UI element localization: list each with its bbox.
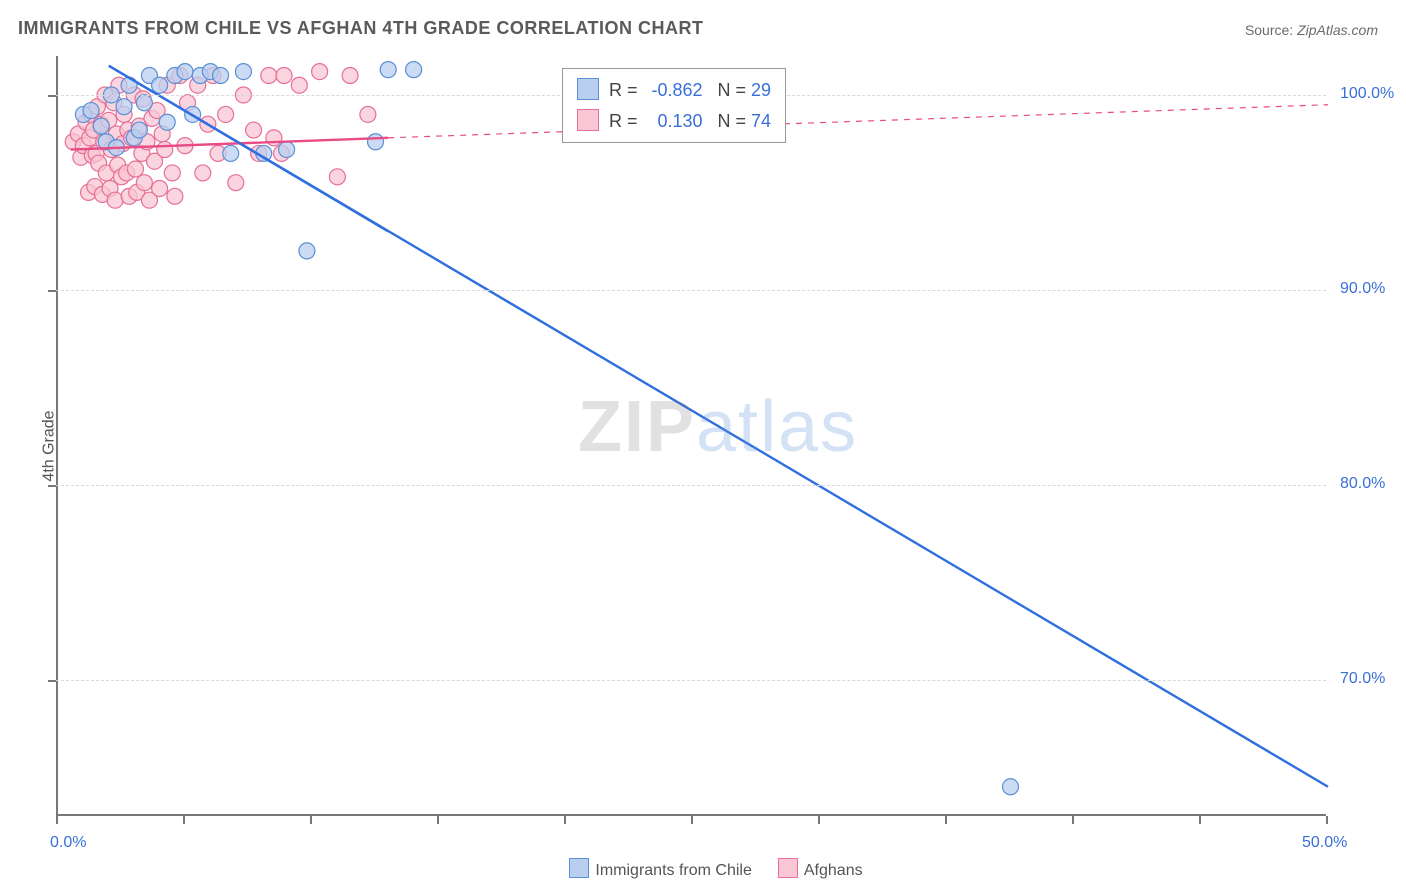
stats-legend-row: R = -0.862 N = 29 (577, 75, 771, 106)
x-tick-mark (56, 816, 58, 824)
scatter-point (116, 99, 132, 115)
legend-label: Afghans (804, 862, 863, 879)
scatter-point (218, 106, 234, 122)
scatter-point (195, 165, 211, 181)
y-tick-mark (48, 680, 56, 682)
scatter-point (261, 67, 277, 83)
scatter-point (312, 64, 328, 80)
scatter-point (342, 67, 358, 83)
x-tick-label: 0.0% (50, 834, 86, 852)
legend-swatch (569, 858, 589, 878)
scatter-point (159, 114, 175, 130)
scatter-point (83, 103, 99, 119)
scatter-point (279, 142, 295, 158)
x-tick-mark (1199, 816, 1201, 824)
n-label: N = (718, 80, 752, 100)
legend-swatch (577, 109, 599, 131)
stats-legend: R = -0.862 N = 29R = 0.130 N = 74 (562, 68, 786, 143)
scatter-point (136, 175, 152, 191)
scatter-point (167, 188, 183, 204)
n-label: N = (718, 111, 752, 131)
chart-title: IMMIGRANTS FROM CHILE VS AFGHAN 4TH GRAD… (18, 18, 703, 39)
r-value: 0.130 (643, 106, 703, 137)
scatter-point (157, 142, 173, 158)
x-tick-label: 50.0% (1302, 834, 1347, 852)
scatter-point (131, 122, 147, 138)
gridline-h (56, 680, 1326, 681)
bottom-legend: Immigrants from Chile Afghans (0, 858, 1406, 880)
source-label: Source: (1245, 22, 1293, 38)
x-tick-mark (1326, 816, 1328, 824)
x-tick-mark (183, 816, 185, 824)
r-label: R = (609, 80, 643, 100)
source-value: ZipAtlas.com (1297, 22, 1378, 38)
legend-label: Immigrants from Chile (595, 862, 751, 879)
legend-swatch (577, 78, 599, 100)
x-tick-mark (818, 816, 820, 824)
source-attribution: Source: ZipAtlas.com (1245, 22, 1378, 38)
scatter-point (213, 67, 229, 83)
n-value: 29 (751, 80, 771, 100)
x-tick-mark (310, 816, 312, 824)
x-tick-mark (945, 816, 947, 824)
scatter-point (93, 118, 109, 134)
r-value: -0.862 (643, 75, 703, 106)
gridline-h (56, 290, 1326, 291)
y-tick-mark (48, 485, 56, 487)
x-tick-mark (1072, 816, 1074, 824)
regression-line-dashed (388, 105, 1328, 138)
scatter-point (136, 95, 152, 111)
y-tick-label: 70.0% (1340, 670, 1385, 688)
scatter-point (329, 169, 345, 185)
scatter-point (177, 64, 193, 80)
scatter-point (360, 106, 376, 122)
scatter-point (228, 175, 244, 191)
scatter-point (152, 181, 168, 197)
y-tick-label: 90.0% (1340, 280, 1385, 298)
scatter-point (276, 67, 292, 83)
scatter-point (121, 77, 137, 93)
scatter-point (164, 165, 180, 181)
plot-area: ZIPatlas (56, 56, 1326, 816)
scatter-point (223, 145, 239, 161)
scatter-point (246, 122, 262, 138)
plot-svg (58, 56, 1328, 816)
y-tick-label: 100.0% (1340, 85, 1394, 103)
x-tick-mark (564, 816, 566, 824)
y-tick-mark (48, 290, 56, 292)
x-tick-mark (691, 816, 693, 824)
scatter-point (299, 243, 315, 259)
y-tick-mark (48, 95, 56, 97)
legend-swatch (778, 858, 798, 878)
r-label: R = (609, 111, 643, 131)
scatter-point (1003, 779, 1019, 795)
y-tick-label: 80.0% (1340, 475, 1385, 493)
scatter-point (380, 62, 396, 78)
scatter-point (368, 134, 384, 150)
n-value: 74 (751, 111, 771, 131)
x-tick-mark (437, 816, 439, 824)
scatter-point (152, 77, 168, 93)
gridline-h (56, 485, 1326, 486)
stats-legend-row: R = 0.130 N = 74 (577, 106, 771, 137)
scatter-point (235, 64, 251, 80)
scatter-point (291, 77, 307, 93)
scatter-point (127, 161, 143, 177)
scatter-point (406, 62, 422, 78)
